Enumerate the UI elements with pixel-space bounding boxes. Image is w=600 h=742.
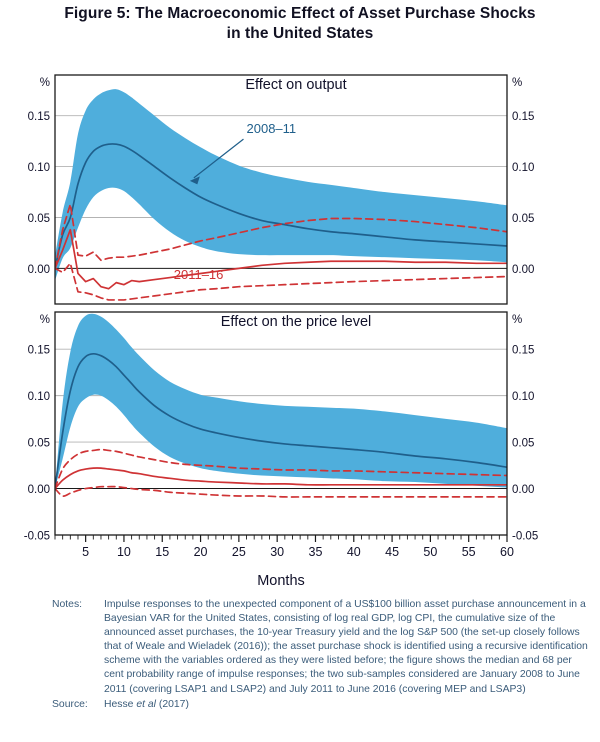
annotation-arrow-line xyxy=(193,138,244,179)
notes-block: Notes: Impulse responses to the unexpect… xyxy=(52,598,592,712)
source-text-em: et al xyxy=(136,698,156,710)
x-tick-label: 60 xyxy=(500,545,514,559)
y-tick-label-left: 0.10 xyxy=(28,162,50,174)
y-axis-unit-left: % xyxy=(40,314,50,326)
series-group xyxy=(55,143,507,301)
series-group xyxy=(55,352,507,498)
y-tick-label-left: -0.05 xyxy=(24,531,50,543)
panel-effect-on-price-level: -0.05 -0.05 0.00 0.00 0.05 0.05 0.10 0.10 0.15 0.… xyxy=(24,311,538,589)
x-tick-label: 40 xyxy=(347,545,361,559)
x-tick-label: 20 xyxy=(194,545,208,559)
series-annotation: 2011–16 xyxy=(174,267,224,282)
x-tick-label: 45 xyxy=(385,545,399,559)
figure-title: Figure 5: The Macroeconomic Effect of As… xyxy=(0,4,600,44)
x-tick-label: 10 xyxy=(117,545,131,559)
y-tick-label-right: 0.10 xyxy=(512,162,534,174)
source-text: Hesse et al (2017) xyxy=(104,698,592,712)
y-tick-label-left: 0.00 xyxy=(28,264,50,276)
y-axis-unit-right: % xyxy=(512,77,522,89)
notes-label: Notes: xyxy=(52,599,83,610)
impulse-response-chart: 0.00 0.00 0.05 0.05 0.10 0.10 0.15 0.15% % Effect… xyxy=(24,74,538,589)
y-tick-label-right: -0.05 xyxy=(512,531,538,543)
series-2011-16-upper-68- xyxy=(55,448,507,490)
x-tick-label: 5 xyxy=(82,545,89,559)
y-tick-label-left: 0.05 xyxy=(28,438,50,450)
source-row: Source: Hesse et al (2017) xyxy=(52,698,592,712)
notes-text: Impulse responses to the unexpected comp… xyxy=(104,599,588,695)
x-tick-label: 35 xyxy=(309,545,323,559)
y-axis-unit-left: % xyxy=(40,77,50,89)
series-2011-16-lower-68- xyxy=(55,485,507,498)
series-annotation: 2008–11 xyxy=(247,121,297,136)
x-tick-label: 15 xyxy=(155,545,169,559)
y-tick-label-left: 0.05 xyxy=(28,213,50,225)
chart-area: 0.00 0.00 0.05 0.05 0.10 0.10 0.15 0.15%% Effect… xyxy=(0,60,600,595)
y-tick-label-right: 0.00 xyxy=(512,484,534,496)
series-2008-11-median xyxy=(55,143,507,270)
confidence-band-2008-11 xyxy=(55,313,507,489)
source-label: Source: xyxy=(52,698,88,710)
x-axis-label: Months xyxy=(257,573,305,589)
source-text-post: (2017) xyxy=(155,698,189,710)
series-2011-16-upper-68- xyxy=(55,203,507,270)
y-tick-label-left: 0.15 xyxy=(28,111,50,123)
panel-frame xyxy=(54,311,508,536)
x-tick-label: 30 xyxy=(270,545,284,559)
y-tick-label-left: 0.15 xyxy=(28,345,50,357)
series-2011-16-lower-68- xyxy=(55,262,507,301)
y-tick-label-right: 0.05 xyxy=(512,438,534,450)
y-axis-unit-right: % xyxy=(512,314,522,326)
series-2008-11-median xyxy=(55,352,507,490)
series-2011-16-median xyxy=(55,228,507,290)
y-tick-label-right: 0.00 xyxy=(512,264,534,276)
y-tick-label-right: 0.10 xyxy=(512,391,534,403)
notes-row: Notes: Impulse responses to the unexpect… xyxy=(52,598,592,697)
y-tick-label-left: 0.00 xyxy=(28,484,50,496)
panel-effect-on-output: 0.00 0.00 0.05 0.05 0.10 0.10 0.15 0.15% % Effect… xyxy=(28,74,534,305)
panel-title: Effect on output xyxy=(245,77,346,93)
y-tick-label-right: 0.05 xyxy=(512,213,534,225)
source-text-pre: Hesse xyxy=(104,698,137,710)
annotation-arrow-head xyxy=(189,176,200,185)
y-tick-label-right: 0.15 xyxy=(512,111,534,123)
panel-frame xyxy=(54,74,508,305)
x-tick-label: 25 xyxy=(232,545,246,559)
y-tick-label-right: 0.15 xyxy=(512,345,534,357)
panel-title: Effect on the price level xyxy=(221,314,371,330)
figure-title-line2: in the United States xyxy=(226,25,374,42)
confidence-band-2008-11 xyxy=(55,89,507,281)
y-tick-label-left: 0.10 xyxy=(28,391,50,403)
x-tick-label: 50 xyxy=(423,545,437,559)
figure-title-line1: Figure 5: The Macroeconomic Effect of As… xyxy=(64,5,536,22)
series-2011-16-median xyxy=(55,467,507,490)
x-tick-label: 55 xyxy=(462,545,476,559)
